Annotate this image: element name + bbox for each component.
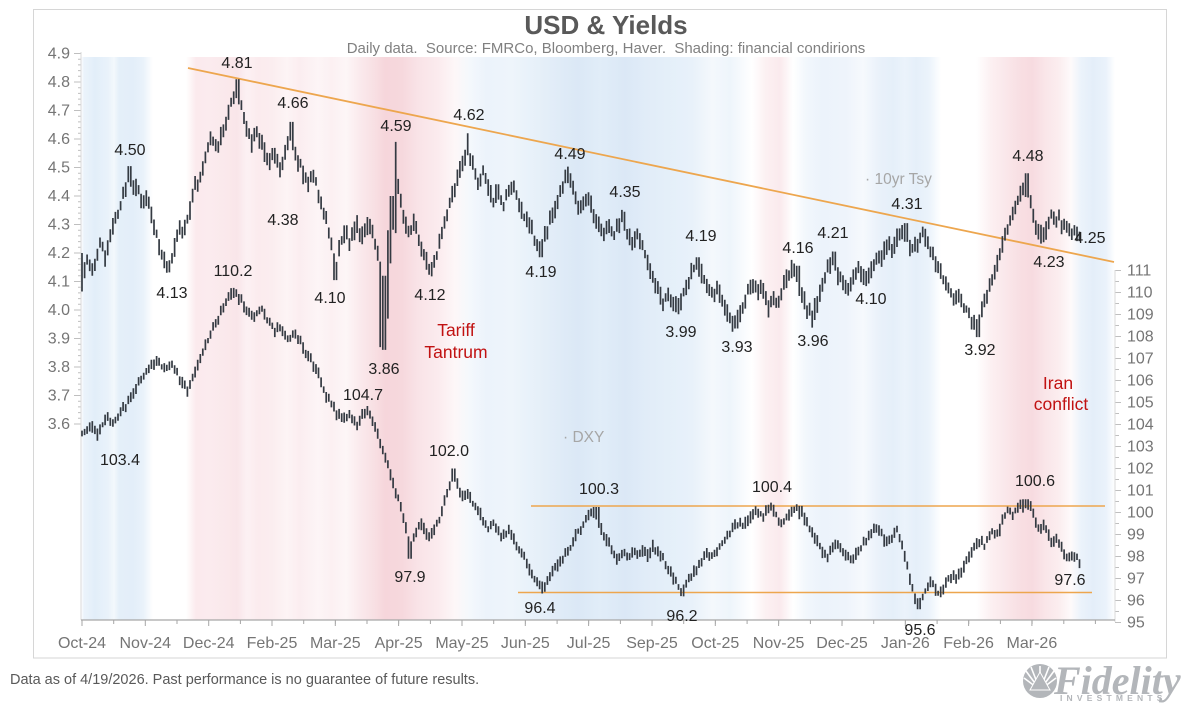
svg-text:3.6: 3.6 [48,416,70,433]
svg-text:4.81: 4.81 [221,55,252,72]
svg-text:4.3: 4.3 [48,217,70,234]
svg-text:4.25: 4.25 [1074,230,1105,247]
svg-text:4.66: 4.66 [277,95,308,112]
svg-text:conflict: conflict [1034,394,1089,414]
svg-text:98: 98 [1127,549,1145,566]
svg-text:3.9: 3.9 [48,331,70,348]
svg-text:4.1: 4.1 [48,274,70,291]
svg-text:100.3: 100.3 [579,481,619,498]
svg-text:100.4: 100.4 [752,479,792,496]
svg-text:107: 107 [1127,351,1154,368]
svg-text:3.7: 3.7 [48,388,70,405]
svg-text:4.9: 4.9 [48,46,70,63]
svg-text:3.96: 3.96 [797,333,828,350]
svg-text:111: 111 [1127,263,1151,280]
svg-text:100.6: 100.6 [1015,473,1055,490]
svg-text:97.9: 97.9 [394,569,425,586]
svg-text:103.4: 103.4 [100,452,140,469]
svg-text:4.19: 4.19 [525,264,556,281]
svg-text:96.4: 96.4 [524,600,555,617]
svg-text:Oct-24: Oct-24 [58,635,106,652]
svg-text:4.10: 4.10 [314,290,345,307]
svg-text:4.49: 4.49 [554,146,585,163]
svg-text:96: 96 [1127,593,1145,610]
svg-text:4.0: 4.0 [48,302,70,319]
svg-text:Dec-24: Dec-24 [183,635,235,652]
svg-text:Sep-25: Sep-25 [626,635,678,652]
svg-text:102.0: 102.0 [429,443,469,460]
svg-text:4.59: 4.59 [380,118,411,135]
svg-text:4.4: 4.4 [48,188,70,205]
svg-text:Jul-25: Jul-25 [567,635,611,652]
svg-text:Dec-25: Dec-25 [816,635,868,652]
svg-text:4.13: 4.13 [156,285,187,302]
svg-text:4.21: 4.21 [817,225,848,242]
svg-text:Feb-25: Feb-25 [247,635,298,652]
svg-text:Mar-25: Mar-25 [310,635,361,652]
svg-text:109: 109 [1127,307,1154,324]
svg-text:Nov-24: Nov-24 [120,635,172,652]
svg-text:4.19: 4.19 [685,228,716,245]
svg-text:97.6: 97.6 [1054,572,1085,589]
svg-text:4.23: 4.23 [1033,254,1064,271]
svg-text:3.86: 3.86 [368,361,399,378]
svg-text:102: 102 [1127,461,1154,478]
svg-text:4.35: 4.35 [609,184,640,201]
svg-text:Mar-26: Mar-26 [1007,635,1058,652]
svg-text:INVESTMENTS: INVESTMENTS [1060,693,1167,703]
svg-text:Fidelity: Fidelity [1053,658,1181,703]
svg-text:USD & Yields: USD & Yields [524,10,687,40]
svg-text:104.7: 104.7 [343,387,383,404]
svg-text:4.50: 4.50 [114,142,145,159]
svg-text:4.7: 4.7 [48,103,70,120]
svg-text:Tariff: Tariff [437,320,475,340]
svg-text:96.2: 96.2 [666,608,697,625]
svg-text:3.8: 3.8 [48,359,70,376]
svg-text:Jan-26: Jan-26 [881,635,930,652]
svg-text:4.62: 4.62 [453,107,484,124]
svg-text:Apr-25: Apr-25 [375,635,423,652]
svg-text:Jun-25: Jun-25 [501,635,550,652]
svg-text:101: 101 [1127,483,1154,500]
svg-text:104: 104 [1127,417,1154,434]
svg-text:110: 110 [1127,285,1153,302]
svg-text:4.16: 4.16 [782,240,813,257]
svg-text:106: 106 [1127,373,1154,390]
svg-text:3.93: 3.93 [721,339,752,356]
svg-text:108: 108 [1127,329,1154,346]
svg-text:4.31: 4.31 [891,196,922,213]
svg-text:110.2: 110.2 [214,263,253,280]
svg-text:4.8: 4.8 [48,74,70,91]
svg-text:3.99: 3.99 [665,324,696,341]
svg-text:May-25: May-25 [435,635,488,652]
svg-text:3.92: 3.92 [964,342,995,359]
svg-text:· DXY: · DXY [563,429,604,446]
svg-text:Oct-25: Oct-25 [691,635,739,652]
svg-text:Data as of 4/19/2026. Past per: Data as of 4/19/2026. Past performance i… [10,672,479,688]
svg-text:Daily data. Source: FMRCo, Bl: Daily data. Source: FMRCo, Bloomberg, Ha… [347,40,866,57]
svg-text:Feb-26: Feb-26 [943,635,994,652]
svg-text:4.5: 4.5 [48,160,70,177]
svg-text:95.6: 95.6 [904,622,935,639]
svg-text:4.6: 4.6 [48,131,70,148]
svg-text:103: 103 [1127,439,1154,456]
svg-text:Tantrum: Tantrum [424,342,487,362]
svg-text:Iran: Iran [1043,373,1073,393]
svg-text:4.38: 4.38 [267,212,298,229]
svg-text:99: 99 [1127,527,1145,544]
svg-text:4.48: 4.48 [1012,148,1043,165]
svg-text:97: 97 [1127,571,1145,588]
svg-text:4.10: 4.10 [855,291,886,308]
svg-text:95: 95 [1127,615,1145,632]
svg-text:4.12: 4.12 [414,287,445,304]
svg-text:4.2: 4.2 [48,245,70,262]
svg-text:· 10yr Tsy: · 10yr Tsy [865,171,932,188]
svg-text:105: 105 [1127,395,1154,412]
svg-text:100: 100 [1127,505,1154,522]
svg-text:Nov-25: Nov-25 [753,635,805,652]
